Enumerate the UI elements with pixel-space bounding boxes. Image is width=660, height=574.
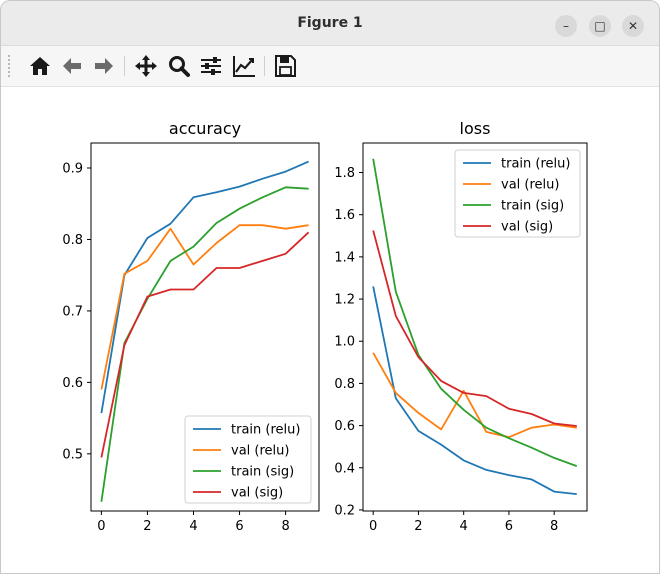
y-tick-label: 0.6 (62, 376, 83, 391)
y-tick-label: 0.6 (334, 419, 355, 434)
y-tick-label: 0.8 (334, 377, 355, 392)
subplot-title: loss (460, 119, 491, 138)
legend-label-1: val (relu) (501, 178, 559, 193)
save-button[interactable] (271, 52, 299, 80)
legend-label-1: val (relu) (231, 444, 289, 459)
axes-frame (362, 142, 588, 512)
legend: train (relu) val (relu) train (sig) val (si… (454, 149, 581, 238)
legend-label-0: train (relu) (501, 157, 570, 172)
y-tick-label: 1.8 (334, 166, 355, 181)
configure-subplots-icon (201, 57, 221, 75)
legend-label-0: train (relu) (231, 423, 300, 438)
y-tick-label: 0.8 (62, 233, 83, 248)
toolbar-separator (264, 56, 265, 76)
pan-button[interactable] (132, 52, 160, 80)
home-icon (30, 57, 50, 75)
subplot-title: accuracy (169, 119, 241, 138)
edit-axis-button[interactable] (230, 52, 258, 80)
series-line-3 (100, 231, 310, 458)
back-icon (63, 58, 81, 74)
series-line-1 (372, 352, 577, 439)
legend-label-2: train (sig) (231, 465, 294, 480)
legend-frame (184, 415, 312, 504)
series-line-0 (100, 160, 309, 414)
legend: train (relu) val (relu) train (sig) val (si… (184, 415, 312, 504)
x-tick-label: 8 (550, 519, 558, 534)
x-tick-label: 2 (414, 519, 422, 534)
legend-label-3: val (sig) (501, 220, 553, 235)
subplot-1: loss 0 2 4 6 8 0.2 0.4 0.6 0.8 1.0 1.2 1.4 1.6 1.8 trai… (334, 119, 588, 534)
toolbar-grip[interactable] (7, 54, 11, 78)
y-tick-label: 1.6 (334, 208, 355, 223)
figure-svg: accuracy 0 2 4 6 8 0.5 0.6 0.7 0.8 0.9 train (relu)… (62, 119, 588, 534)
y-tick-label: 0.7 (62, 304, 83, 319)
axes-frame (90, 142, 320, 512)
figure-canvas[interactable]: accuracy 0 2 4 6 8 0.5 0.6 0.7 0.8 0.9 train (relu)… (11, 87, 651, 565)
x-tick-label: 6 (505, 519, 513, 534)
x-tick-label: 4 (460, 519, 468, 534)
subplot-0: accuracy 0 2 4 6 8 0.5 0.6 0.7 0.8 0.9 train (relu)… (62, 119, 320, 534)
maximize-button[interactable]: □ (589, 15, 611, 37)
series-line-3 (372, 230, 577, 427)
save-icon (275, 55, 296, 77)
toolbar-separator (124, 56, 125, 76)
y-tick-label: 1.4 (334, 250, 355, 265)
x-tick-label: 6 (235, 519, 243, 534)
y-tick-label: 0.4 (334, 461, 355, 476)
x-tick-label: 4 (189, 519, 197, 534)
legend-frame (454, 149, 581, 238)
zoom-icon (169, 56, 190, 77)
forward-button[interactable] (90, 52, 118, 80)
zoom-button[interactable] (165, 52, 193, 80)
x-tick-label: 0 (97, 519, 105, 534)
legend-label-2: train (sig) (501, 199, 564, 214)
home-button[interactable] (26, 52, 54, 80)
series-line-2 (372, 158, 578, 467)
forward-icon (95, 58, 113, 74)
series-line-0 (372, 286, 577, 495)
y-tick-label: 1.2 (334, 293, 355, 308)
navigation-toolbar (1, 46, 659, 87)
y-tick-label: 0.5 (62, 447, 83, 462)
series-line-1 (100, 224, 309, 390)
legend-label-3: val (sig) (231, 486, 283, 501)
y-tick-label: 1.0 (334, 335, 355, 350)
x-tick-label: 2 (143, 519, 151, 534)
edit-axis-icon (233, 56, 255, 77)
x-tick-label: 0 (369, 519, 377, 534)
y-tick-label: 0.2 (334, 503, 355, 518)
configure-subplots-button[interactable] (197, 52, 225, 80)
x-tick-label: 8 (281, 519, 289, 534)
window-title: Figure 1 (297, 15, 363, 31)
back-button[interactable] (58, 52, 86, 80)
y-tick-label: 0.9 (62, 162, 83, 177)
pan-icon (135, 55, 157, 77)
close-button[interactable]: ✕ (622, 15, 644, 37)
minimize-button[interactable]: – (555, 15, 577, 37)
title-bar[interactable]: Figure 1 – □ ✕ (1, 1, 659, 46)
